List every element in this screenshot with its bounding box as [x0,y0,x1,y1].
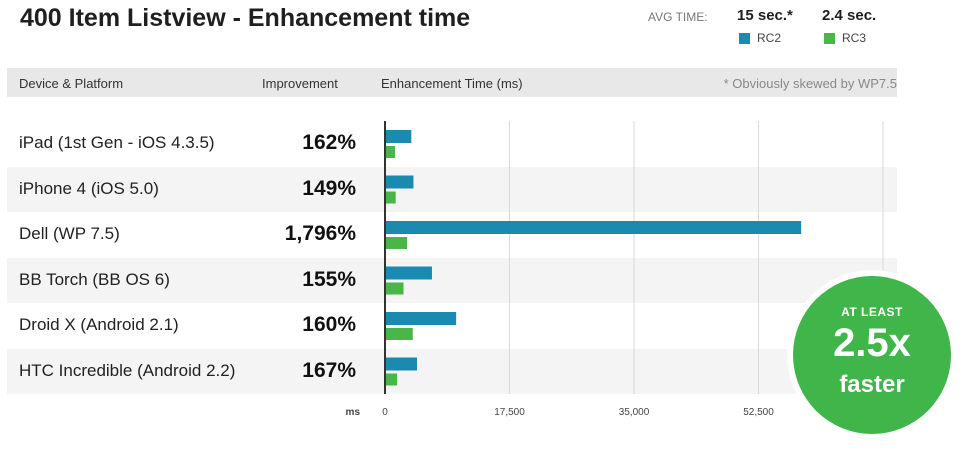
table-row-stripe [7,348,897,394]
bar-rc3 [385,328,413,340]
header-time: Enhancement Time (ms) [381,76,523,91]
improvement-value: 162% [302,131,356,154]
device-label: HTC Incredible (Android 2.2) [19,360,236,380]
badge-multiplier: 2.5x [833,321,911,365]
bar-rc3 [385,373,398,386]
header-improvement: Improvement [262,76,338,91]
legend-rc3: RC3 [824,31,866,45]
legend-rc2-label: RC2 [757,31,782,45]
badge-at-least: AT LEAST [841,305,903,319]
device-label: Dell (WP 7.5) [19,224,120,243]
faster-badge-inner: AT LEAST 2.5x faster [793,276,951,434]
badge-faster: faster [839,371,905,398]
avg-rc3-value: 2.4 sec. [822,7,877,24]
x-unit-label: ms [346,407,361,418]
x-tick-label: 0 [382,407,388,418]
header-device: Device & Platform [19,76,124,91]
table-row-stripe [7,257,897,303]
bar-rc2 [385,312,457,325]
bar-rc2 [385,130,412,143]
device-label: iPhone 4 (iOS 5.0) [19,178,159,198]
legend-rc2-swatch [739,32,750,44]
header-note: * Obviously skewed by WP7.5 [723,76,897,91]
improvement-value: 1,796% [284,222,356,245]
improvement-value: 167% [302,358,356,382]
chart-title: 400 Item Listview - Enhancement time [20,4,471,32]
improvement-value: 149% [302,176,356,200]
bar-rc3 [385,146,395,158]
x-tick-label: 52,500 [743,407,774,418]
bar-rc3 [385,237,408,249]
legend-rc3-swatch [824,32,835,44]
x-tick-label: 17,500 [494,407,525,418]
bar-rc2 [385,266,432,280]
faster-badge: AT LEAST 2.5x faster [787,270,957,440]
device-label: Droid X (Android 2.1) [19,315,179,334]
avg-time-label: AVG TIME: [648,10,708,24]
device-label: BB Torch (BB OS 6) [19,269,170,289]
avg-rc2-value: 15 sec.* [737,7,793,24]
bar-rc2 [385,221,802,234]
bar-rc2 [385,357,418,371]
improvement-value: 155% [302,267,356,291]
improvement-value: 160% [302,313,356,336]
x-tick-label: 35,000 [619,407,650,418]
table-row-stripe [7,166,897,212]
bar-rc3 [385,191,396,204]
bar-rc3 [385,282,404,295]
legend-rc3-label: RC3 [842,31,867,45]
legend-rc2: RC2 [739,31,781,45]
table-header [7,68,897,97]
bar-rc2 [385,175,414,189]
device-label: iPad (1st Gen - iOS 4.3.5) [19,133,215,152]
